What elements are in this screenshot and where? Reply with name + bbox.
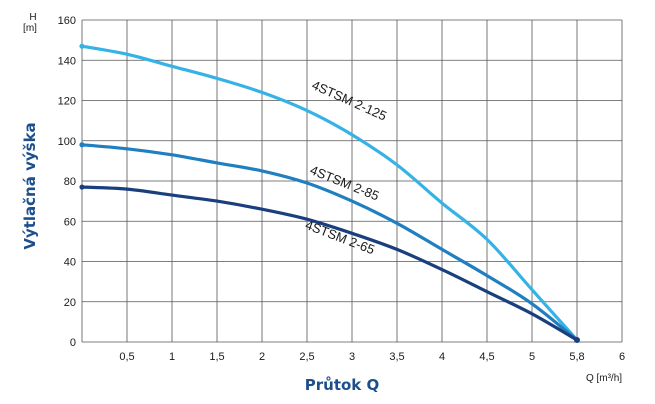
y-tick-label: 120 [58, 96, 76, 108]
y-tick-label: 60 [64, 216, 76, 228]
series-start-point [79, 184, 85, 190]
x-tick-label: 3 [349, 351, 355, 363]
x-tick-label: 5 [529, 351, 535, 363]
x-tick-label: 2 [259, 351, 265, 363]
x-tick-label: 3,5 [389, 351, 404, 363]
series-line-2 [80, 143, 579, 342]
x-tick-label: 1 [169, 351, 175, 363]
y-unit-symbol: H [29, 12, 36, 23]
curves [79, 43, 580, 343]
series-start-point [79, 142, 85, 148]
x-tick-label: 5,8 [569, 351, 584, 363]
y-tick-label: 140 [58, 55, 76, 67]
series-line-3 [80, 185, 579, 342]
x-tick-label: 6 [619, 351, 625, 363]
x-tick-label: 4 [439, 351, 445, 363]
x-tick-label: 2,5 [299, 351, 314, 363]
x-tick-label: 4,5 [479, 351, 494, 363]
y-unit: [m] [23, 23, 37, 34]
y-tick-label: 80 [64, 176, 76, 188]
x-unit: Q [m³/h] [586, 373, 622, 384]
series-end-point [574, 336, 580, 343]
y-axis-label: Výtlačná výška [21, 122, 39, 249]
y-tick-label: 0 [70, 337, 76, 349]
x-tick-label: 0,5 [119, 351, 134, 363]
tick-labels: 0,5 1 1,5 2 2,5 3 3,5 4 4,5 5 5,8 60204060801001201… [58, 15, 625, 363]
y-tick-label: 20 [64, 297, 76, 309]
x-tick-label: 1,5 [209, 351, 224, 363]
series-start-point [79, 43, 85, 49]
y-tick-label: 160 [58, 15, 76, 27]
grid [81, 19, 623, 343]
series-line-1 [80, 44, 579, 342]
y-tick-label: 40 [64, 257, 76, 269]
x-axis-label: Průtok Q [305, 376, 380, 394]
y-tick-label: 100 [58, 136, 76, 148]
